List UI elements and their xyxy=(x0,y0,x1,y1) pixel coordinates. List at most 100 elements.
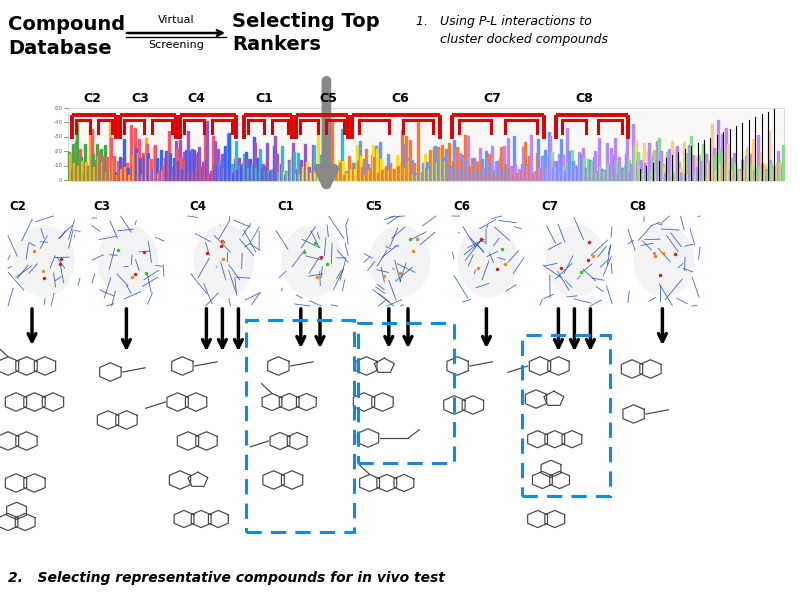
Bar xyxy=(458,152,461,180)
Bar xyxy=(302,167,305,180)
Bar xyxy=(190,149,193,180)
Bar xyxy=(583,157,585,180)
Bar xyxy=(149,159,150,180)
Bar xyxy=(410,160,413,180)
Bar xyxy=(301,173,303,180)
Bar xyxy=(658,138,659,180)
Bar xyxy=(520,172,522,180)
Bar xyxy=(358,142,361,180)
Bar xyxy=(362,167,363,180)
Bar xyxy=(213,166,215,180)
Ellipse shape xyxy=(370,225,430,297)
Bar xyxy=(80,157,82,180)
Bar xyxy=(286,171,287,180)
Text: C2: C2 xyxy=(10,200,26,213)
Bar xyxy=(258,172,260,180)
Bar xyxy=(476,163,478,180)
Bar xyxy=(617,175,619,180)
Bar xyxy=(614,139,616,180)
Bar xyxy=(422,163,425,180)
Bar xyxy=(766,170,768,180)
Bar xyxy=(429,149,431,180)
Bar xyxy=(683,142,685,180)
Bar xyxy=(196,154,198,180)
Bar xyxy=(603,172,606,180)
Bar xyxy=(339,163,342,180)
Bar xyxy=(72,143,74,180)
Bar xyxy=(587,159,589,180)
Bar xyxy=(358,161,359,180)
Bar xyxy=(386,154,389,180)
Bar xyxy=(349,173,351,180)
Bar xyxy=(516,174,518,180)
Bar xyxy=(220,164,222,180)
Bar xyxy=(304,144,306,180)
Bar xyxy=(86,166,89,180)
Bar xyxy=(563,166,565,180)
Bar xyxy=(231,164,233,180)
Bar xyxy=(350,169,352,180)
Bar xyxy=(478,172,479,180)
Bar xyxy=(715,170,718,180)
Bar xyxy=(166,151,167,180)
Bar xyxy=(763,164,766,180)
Bar xyxy=(570,172,572,180)
Bar xyxy=(540,171,542,180)
Bar xyxy=(725,128,726,180)
Bar xyxy=(462,157,465,180)
Bar xyxy=(292,143,294,180)
Bar xyxy=(714,155,716,180)
Ellipse shape xyxy=(14,225,74,297)
Bar xyxy=(378,142,381,180)
Bar xyxy=(525,164,527,180)
Bar xyxy=(578,152,580,180)
Bar xyxy=(496,175,498,180)
Bar xyxy=(88,166,90,180)
Bar xyxy=(100,149,102,180)
Text: -30: -30 xyxy=(54,134,62,139)
Bar xyxy=(417,119,419,180)
Bar xyxy=(710,160,712,180)
Bar xyxy=(755,172,758,180)
Bar xyxy=(122,158,123,180)
Bar xyxy=(126,163,128,180)
Bar xyxy=(735,164,738,180)
Bar xyxy=(589,160,590,180)
Bar xyxy=(421,173,423,180)
Bar xyxy=(620,167,622,180)
Bar xyxy=(153,148,155,180)
Bar xyxy=(216,166,218,180)
Bar xyxy=(765,169,767,180)
Bar xyxy=(698,155,700,180)
Bar xyxy=(482,168,485,180)
Bar xyxy=(82,173,85,180)
Bar xyxy=(739,172,742,180)
Bar xyxy=(172,173,174,180)
Bar xyxy=(444,161,446,180)
Bar xyxy=(697,167,698,180)
Bar xyxy=(242,163,244,180)
Bar xyxy=(568,151,570,180)
Bar xyxy=(119,157,121,180)
Bar xyxy=(654,150,655,180)
Bar xyxy=(750,164,752,180)
Text: C2: C2 xyxy=(83,92,101,105)
Bar xyxy=(108,170,110,180)
Bar xyxy=(670,170,672,180)
Bar xyxy=(259,149,262,180)
Bar xyxy=(206,121,209,180)
Bar xyxy=(599,167,602,180)
Bar xyxy=(705,154,706,180)
Bar xyxy=(186,131,189,180)
Bar xyxy=(139,158,142,180)
Bar xyxy=(567,163,569,180)
Bar xyxy=(313,146,315,180)
Bar xyxy=(618,157,620,180)
Bar xyxy=(456,147,458,180)
Bar xyxy=(278,172,279,180)
Bar xyxy=(462,155,463,180)
Bar xyxy=(474,161,477,180)
Bar xyxy=(112,161,114,180)
Bar xyxy=(327,171,329,180)
Bar xyxy=(512,172,514,180)
